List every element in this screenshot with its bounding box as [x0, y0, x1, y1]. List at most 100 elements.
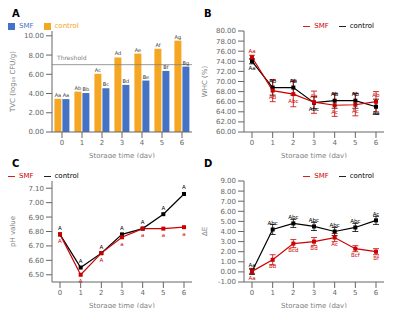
svg-text:Ab: Ab: [310, 93, 318, 99]
svg-text:7.00: 7.00: [220, 198, 236, 206]
svg-text:2: 2: [99, 289, 103, 297]
svg-text:74.00: 74.00: [216, 58, 236, 66]
svg-text:Storage time (day): Storage time (day): [281, 302, 347, 308]
svg-text:4: 4: [332, 139, 337, 147]
svg-text:1: 1: [270, 139, 274, 147]
svg-text:Ab: Ab: [75, 85, 82, 91]
svg-text:Abc: Abc: [268, 220, 278, 226]
svg-text:Ad: Ad: [115, 50, 122, 56]
svg-text:Ac: Ac: [331, 241, 338, 247]
svg-text:4: 4: [140, 139, 145, 147]
svg-text:A: A: [120, 225, 124, 231]
svg-text:Bb: Bb: [83, 86, 90, 92]
svg-text:pH value: pH value: [9, 216, 17, 247]
svg-text:TVC (log₁₀ CFU/g): TVC (log₁₀ CFU/g): [9, 51, 17, 113]
svg-text:76.00: 76.00: [216, 48, 236, 56]
svg-text:Ac: Ac: [331, 109, 338, 115]
svg-text:A: A: [99, 244, 103, 250]
svg-text:WHC (%): WHC (%): [201, 66, 209, 98]
svg-text:Storage time (day): Storage time (day): [281, 152, 347, 158]
svg-text:4.00: 4.00: [28, 90, 44, 98]
svg-text:5: 5: [160, 139, 164, 147]
svg-text:Bcd: Bcd: [288, 247, 298, 253]
svg-text:2: 2: [291, 289, 295, 297]
svg-text:0: 0: [250, 289, 254, 297]
svg-text:80.00: 80.00: [216, 27, 236, 35]
svg-text:Af: Af: [155, 42, 160, 48]
svg-text:0.00: 0.00: [220, 268, 236, 276]
svg-text:a: a: [182, 231, 185, 237]
svg-text:Ab: Ab: [269, 94, 277, 100]
svg-text:-1.00: -1.00: [218, 278, 236, 286]
svg-text:8.00: 8.00: [220, 188, 236, 196]
svg-text:4.00: 4.00: [220, 228, 236, 236]
svg-text:6: 6: [182, 289, 187, 297]
svg-text:Bb: Bb: [269, 263, 277, 269]
svg-text:A: A: [79, 258, 83, 264]
svg-text:Ab: Ab: [352, 91, 360, 97]
svg-text:5: 5: [353, 289, 357, 297]
svg-text:70.00: 70.00: [216, 78, 236, 86]
svg-text:2.00: 2.00: [220, 248, 236, 256]
svg-text:8.00: 8.00: [28, 52, 44, 60]
svg-text:1.00: 1.00: [220, 258, 236, 266]
svg-text:0: 0: [58, 289, 62, 297]
svg-text:A: A: [141, 219, 145, 225]
svg-text:a: a: [141, 232, 144, 238]
svg-text:Abc: Abc: [330, 222, 340, 228]
svg-text:2: 2: [291, 139, 295, 147]
svg-text:Ab: Ab: [372, 92, 380, 98]
svg-text:Storage time (day): Storage time (day): [89, 302, 155, 308]
svg-text:64.00: 64.00: [216, 108, 236, 116]
svg-text:3: 3: [312, 289, 316, 297]
svg-text:6.70: 6.70: [28, 242, 44, 250]
svg-text:Abc: Abc: [350, 218, 360, 224]
svg-text:Aa: Aa: [248, 262, 255, 268]
svg-text:62.00: 62.00: [216, 118, 236, 126]
svg-text:1: 1: [78, 289, 82, 297]
svg-text:1: 1: [270, 289, 274, 297]
svg-text:A: A: [58, 225, 62, 231]
svg-text:Abc: Abc: [309, 217, 319, 223]
svg-text:Abc: Abc: [309, 106, 319, 112]
svg-text:1: 1: [80, 139, 84, 147]
svg-text:5: 5: [353, 139, 357, 147]
svg-text:3.00: 3.00: [220, 238, 236, 246]
svg-text:Be: Be: [143, 74, 150, 80]
svg-text:A: A: [182, 184, 186, 190]
svg-text:2: 2: [100, 139, 104, 147]
svg-text:6.80: 6.80: [28, 228, 44, 236]
svg-text:7.10: 7.10: [28, 185, 44, 193]
svg-text:A: A: [79, 278, 83, 284]
svg-text:A: A: [99, 257, 103, 263]
svg-text:6: 6: [180, 139, 185, 147]
svg-text:6.90: 6.90: [28, 214, 44, 222]
svg-text:0: 0: [60, 139, 64, 147]
svg-text:Threshold: Threshold: [56, 54, 87, 61]
svg-text:Aa: Aa: [372, 110, 379, 116]
svg-text:Bcf: Bcf: [351, 252, 361, 258]
svg-text:Bc: Bc: [103, 81, 109, 87]
svg-text:0: 0: [250, 139, 254, 147]
svg-text:Bd: Bd: [310, 245, 317, 251]
svg-text:10.00: 10.00: [24, 32, 44, 40]
svg-text:ΔE: ΔE: [201, 227, 209, 236]
svg-text:4: 4: [140, 289, 145, 297]
svg-text:6.50: 6.50: [28, 271, 44, 279]
svg-text:5.00: 5.00: [220, 218, 236, 226]
svg-text:2.00: 2.00: [28, 109, 44, 117]
svg-text:Aa: Aa: [55, 92, 61, 98]
svg-text:Ac: Ac: [95, 67, 101, 73]
svg-text:A: A: [161, 205, 165, 211]
svg-text:6: 6: [374, 289, 379, 297]
svg-text:Bg: Bg: [183, 60, 190, 67]
svg-text:Abc: Abc: [288, 214, 298, 220]
svg-text:Ab: Ab: [331, 91, 339, 97]
svg-text:78.00: 78.00: [216, 38, 236, 46]
svg-text:0.00: 0.00: [28, 128, 44, 136]
svg-text:Aa: Aa: [63, 92, 69, 98]
svg-text:Abc: Abc: [288, 98, 298, 104]
svg-text:9.00: 9.00: [220, 177, 236, 185]
svg-text:68.00: 68.00: [216, 88, 236, 96]
svg-text:Ac: Ac: [352, 108, 359, 114]
